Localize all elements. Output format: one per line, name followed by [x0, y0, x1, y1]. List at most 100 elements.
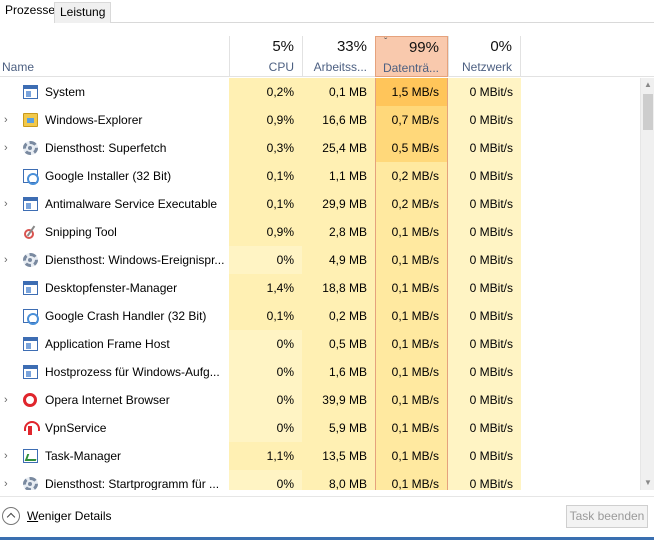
- fewer-details-button[interactable]: Weniger Details: [2, 506, 111, 526]
- memory-value: 25,4 MB: [302, 134, 375, 162]
- vertical-scrollbar[interactable]: ▲ ▼: [640, 78, 654, 490]
- window-icon: [23, 365, 38, 379]
- cpu-value: 0,1%: [229, 302, 302, 330]
- cpu-value: 0,2%: [229, 78, 302, 106]
- process-row[interactable]: › Antimalware Service Executable 0,1% 29,9 …: [0, 190, 640, 218]
- window-icon: [23, 337, 38, 351]
- expand-chevron-icon: [4, 218, 14, 246]
- cpu-value: 0%: [229, 246, 302, 274]
- network-value: 0 MBit/s: [448, 274, 521, 302]
- expand-chevron-icon[interactable]: ›: [4, 198, 8, 210]
- column-memory[interactable]: 33% Arbeitss...: [302, 36, 375, 77]
- end-task-button[interactable]: Task beenden: [566, 505, 648, 528]
- disk-value: 0,1 MB/s: [375, 414, 448, 442]
- memory-value: 29,9 MB: [302, 190, 375, 218]
- cpu-value: 0,3%: [229, 134, 302, 162]
- memory-value: 16,6 MB: [302, 106, 375, 134]
- process-name: VpnService: [45, 421, 107, 435]
- disk-value: 0,1 MB/s: [375, 330, 448, 358]
- expand-chevron-icon[interactable]: ›: [4, 142, 8, 154]
- process-row[interactable]: Desktopfenster-Manager 1,4% 18,8 MB 0,1 MB/…: [0, 274, 640, 302]
- column-network[interactable]: 0% Netzwerk: [448, 36, 521, 77]
- process-row[interactable]: Hostprozess für Windows-Aufg... 0% 1,6 MB 0…: [0, 358, 640, 386]
- process-row[interactable]: Google Installer (32 Bit) 0,1% 1,1 MB 0,2 M…: [0, 162, 640, 190]
- disk-value: 0,1 MB/s: [375, 358, 448, 386]
- expand-chevron-icon[interactable]: ›: [4, 478, 8, 490]
- gear-icon: [23, 477, 38, 490]
- disk-value: 0,5 MB/s: [375, 134, 448, 162]
- column-cpu[interactable]: 5% CPU: [229, 36, 302, 77]
- tab-processes[interactable]: Prozesse: [0, 0, 61, 23]
- memory-value: 0,2 MB: [302, 302, 375, 330]
- scroll-down-icon[interactable]: ▼: [644, 478, 652, 487]
- process-name: Diensthost: Windows-Ereignispr...: [45, 253, 225, 267]
- process-name: Desktopfenster-Manager: [45, 281, 178, 295]
- vpn-icon: [23, 421, 40, 435]
- process-row[interactable]: VpnService 0% 5,9 MB 0,1 MB/s 0 MBit/s: [0, 414, 640, 442]
- window-icon: [23, 281, 38, 295]
- process-row[interactable]: › Windows-Explorer 0,9% 16,6 MB 0,7 MB/s 0 MB…: [0, 106, 640, 134]
- memory-value: 4,9 MB: [302, 246, 375, 274]
- cpu-value: 0%: [229, 358, 302, 386]
- network-value: 0 MBit/s: [448, 302, 521, 330]
- column-network-label: Netzwerk: [461, 60, 512, 74]
- process-row[interactable]: › Opera Internet Browser 0% 39,9 MB 0,1 MB/s…: [0, 386, 640, 414]
- column-disk[interactable]: ˇ 99% Datenträ...: [375, 36, 448, 77]
- tab-performance[interactable]: Leistung: [54, 2, 112, 23]
- process-name: System: [45, 85, 86, 99]
- disk-total: 99%: [408, 39, 439, 56]
- memory-value: 13,5 MB: [302, 442, 375, 470]
- column-cpu-label: CPU: [268, 60, 294, 74]
- process-row[interactable]: › Diensthost: Superfetch 0,3% 25,4 MB 0,5 MB…: [0, 134, 640, 162]
- scroll-thumb[interactable]: [643, 94, 653, 130]
- network-value: 0 MBit/s: [448, 358, 521, 386]
- cpu-value: 0%: [229, 386, 302, 414]
- network-value: 0 MBit/s: [448, 246, 521, 274]
- process-row[interactable]: System 0,2% 0,1 MB 1,5 MB/s 0 MBit/s: [0, 78, 640, 106]
- disk-value: 0,2 MB/s: [375, 162, 448, 190]
- disk-value: 0,1 MB/s: [375, 386, 448, 414]
- expand-chevron-icon[interactable]: ›: [4, 114, 8, 126]
- process-row[interactable]: › Task-Manager 1,1% 13,5 MB 0,1 MB/s 0 MBit/s: [0, 442, 640, 470]
- chevron-up-icon: [2, 507, 20, 525]
- expand-chevron-icon[interactable]: ›: [4, 254, 8, 266]
- expand-chevron-icon: [4, 274, 14, 302]
- expand-chevron-icon[interactable]: ›: [4, 394, 8, 406]
- process-row[interactable]: Google Crash Handler (32 Bit) 0,1% 0,2 MB 0…: [0, 302, 640, 330]
- cpu-value: 0,9%: [229, 106, 302, 134]
- process-name: Diensthost: Superfetch: [45, 141, 167, 155]
- cpu-value: 0,1%: [229, 190, 302, 218]
- process-name: Diensthost: Startprogramm für ...: [45, 477, 220, 490]
- scissors-icon: [23, 225, 38, 239]
- memory-value: 1,6 MB: [302, 358, 375, 386]
- sort-descending-icon: ˇ: [384, 37, 388, 48]
- installer-icon: [23, 169, 39, 185]
- process-name: Google Crash Handler (32 Bit): [45, 309, 207, 323]
- cpu-value: 0%: [229, 414, 302, 442]
- memory-total: 33%: [336, 38, 367, 55]
- process-row[interactable]: › Diensthost: Windows-Ereignispr... 0% 4,9 …: [0, 246, 640, 274]
- process-row[interactable]: Application Frame Host 0% 0,5 MB 0,1 MB/s 0 …: [0, 330, 640, 358]
- column-name-label: Name: [2, 60, 35, 74]
- memory-value: 2,8 MB: [302, 218, 375, 246]
- network-value: 0 MBit/s: [448, 330, 521, 358]
- window-bottom-border: [0, 537, 654, 540]
- expand-chevron-icon: [4, 330, 14, 358]
- cpu-value: 0%: [229, 470, 302, 490]
- memory-value: 18,8 MB: [302, 274, 375, 302]
- scroll-up-icon[interactable]: ▲: [644, 80, 652, 89]
- process-name: Task-Manager: [45, 449, 122, 463]
- process-row[interactable]: › Diensthost: Startprogramm für ... 0% 8,0 …: [0, 470, 640, 490]
- disk-value: 0,1 MB/s: [375, 274, 448, 302]
- expand-chevron-icon[interactable]: ›: [4, 450, 8, 462]
- column-name[interactable]: Name: [0, 36, 229, 77]
- network-value: 0 MBit/s: [448, 218, 521, 246]
- expand-chevron-icon: [4, 78, 14, 106]
- process-name: Antimalware Service Executable: [45, 197, 218, 211]
- tab-bar: Prozesse Leistung: [0, 0, 654, 23]
- process-row[interactable]: Snipping Tool 0,9% 2,8 MB 0,1 MB/s 0 MBit/s: [0, 218, 640, 246]
- network-value: 0 MBit/s: [448, 78, 521, 106]
- network-value: 0 MBit/s: [448, 162, 521, 190]
- gear-icon: [23, 253, 38, 267]
- memory-value: 8,0 MB: [302, 470, 375, 490]
